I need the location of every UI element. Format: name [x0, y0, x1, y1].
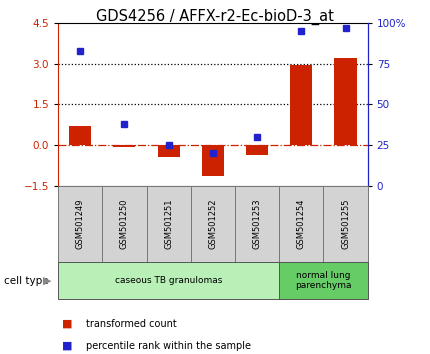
Bar [102, 186, 147, 262]
Text: ■: ■ [62, 341, 73, 351]
Text: GSM501249: GSM501249 [76, 199, 85, 249]
Bar [147, 186, 191, 262]
Text: percentile rank within the sample: percentile rank within the sample [86, 341, 251, 351]
Text: GSM501252: GSM501252 [209, 199, 217, 249]
Text: cell type: cell type [4, 275, 49, 286]
Text: ■: ■ [62, 319, 73, 329]
Bar [235, 186, 279, 262]
Text: transformed count: transformed count [86, 319, 177, 329]
Text: GSM501255: GSM501255 [341, 199, 350, 249]
Bar [58, 262, 279, 299]
Text: GDS4256 / AFFX-r2-Ec-bioD-3_at: GDS4256 / AFFX-r2-Ec-bioD-3_at [96, 9, 334, 25]
Bar [335, 58, 356, 145]
Text: GSM501254: GSM501254 [297, 199, 306, 249]
Bar [58, 186, 102, 262]
Bar [202, 145, 224, 176]
Text: normal lung
parenchyma: normal lung parenchyma [295, 271, 352, 290]
Bar [191, 186, 235, 262]
Text: GSM501253: GSM501253 [252, 199, 261, 249]
Bar [290, 65, 312, 145]
Text: caseous TB granulomas: caseous TB granulomas [115, 276, 222, 285]
Bar [114, 145, 135, 147]
Text: GSM501250: GSM501250 [120, 199, 129, 249]
Bar [279, 262, 368, 299]
Bar [279, 186, 323, 262]
Bar [246, 145, 268, 155]
Bar [323, 186, 368, 262]
Text: ▶: ▶ [43, 275, 52, 286]
Text: GSM501251: GSM501251 [164, 199, 173, 249]
Bar [157, 145, 180, 156]
Bar [69, 126, 91, 145]
